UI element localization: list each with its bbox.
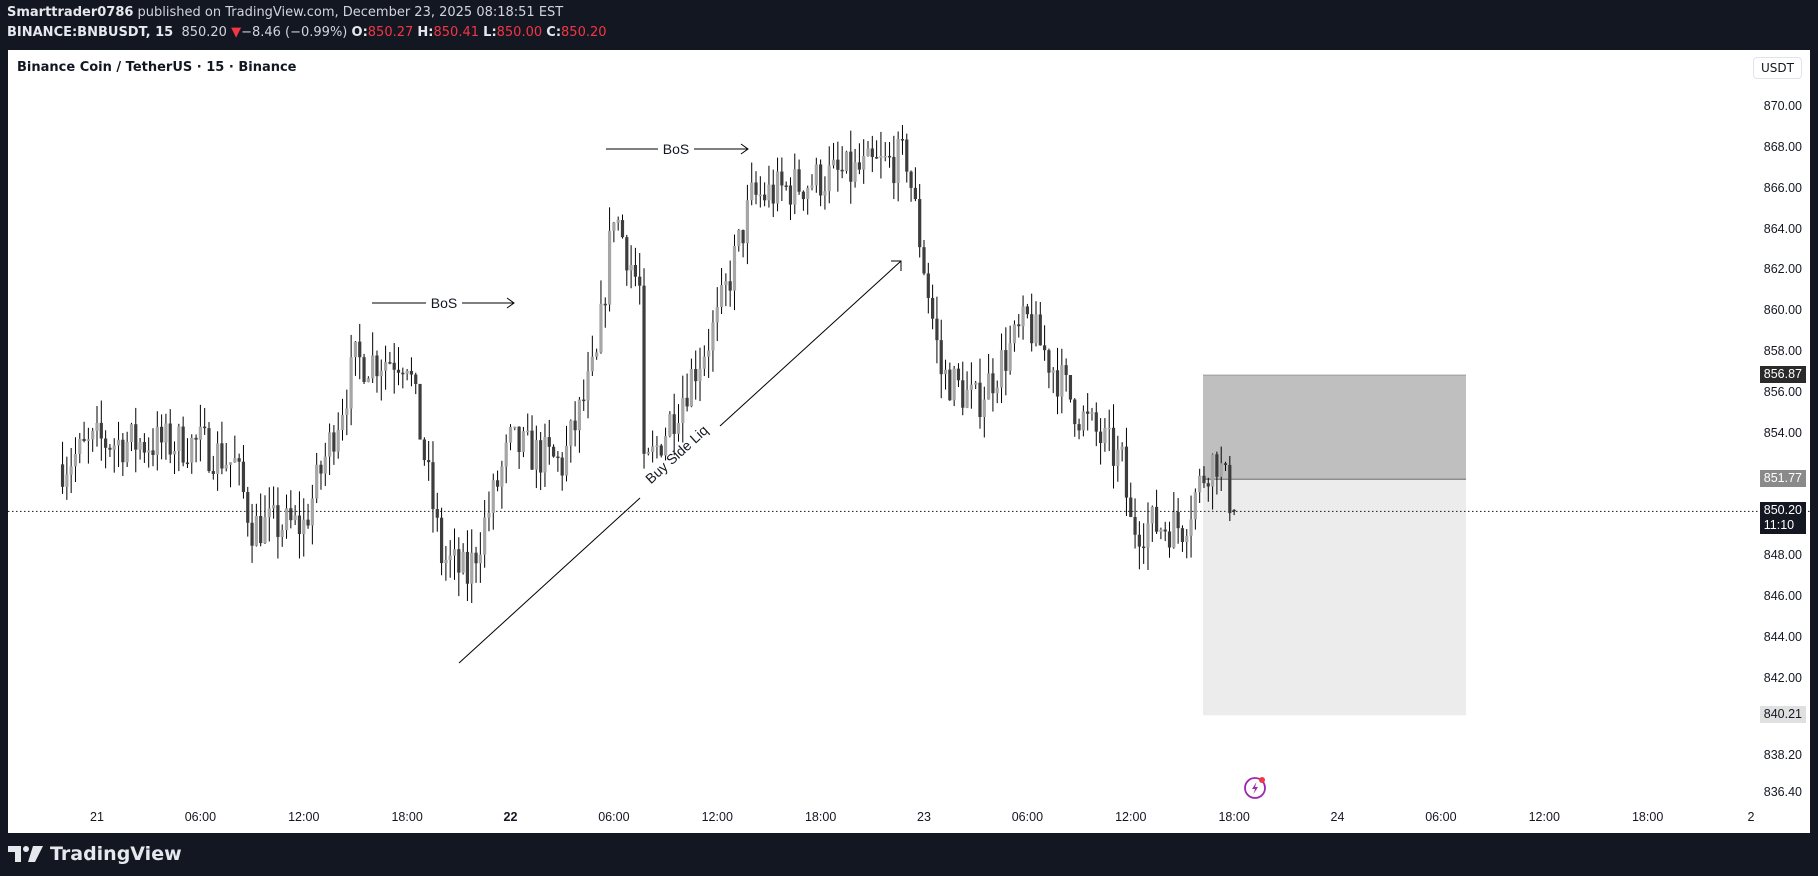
price-tick: 856.00 [1763,384,1802,399]
time-tick: 18:00 [804,810,837,824]
down-arrow-icon: ▼ [231,25,242,40]
open-value: 850.27 [367,25,414,40]
time-tick: 06:00 [598,810,630,824]
time-tick: 2 [1747,810,1755,824]
price-tick: 848.00 [1763,548,1802,563]
author-name: Smarttrader0786 [7,5,134,20]
price-label-light: 840.21 [1759,706,1806,724]
last-price: 850.20 [181,25,227,40]
svg-text:BoS: BoS [431,295,457,311]
time-tick: 23 [917,810,931,824]
time-tick: 12:00 [1115,810,1147,824]
chart-panel[interactable]: BoS BoS Buy Side Liq Binance Coin / Tether… [8,50,1810,833]
tradingview-logo[interactable]: TradingView [8,843,182,865]
target-zone [1203,479,1466,716]
low-value: 850.00 [496,25,543,40]
candles [60,125,1236,604]
symbol-info: BINANCE:BNBUSDT, 15 850.20 ▼−8.46 (−0.99… [7,25,607,40]
tradingview-logo-icon [8,846,43,862]
price-label-current: 850.20 11:10 [1759,502,1806,535]
price-tick: 858.00 [1763,344,1802,359]
price-tick: 868.00 [1763,139,1802,154]
price-change: −8.46 (−0.99%) [241,25,348,40]
high-label: H: [417,25,434,40]
time-tick: 21 [90,810,104,824]
time-tick: 24 [1330,810,1345,824]
price-label-dark: 856.87 [1759,366,1806,384]
price-tick: 846.00 [1763,589,1802,604]
time-tick: 06:00 [1425,810,1457,824]
price-tick: 854.00 [1763,425,1802,440]
close-label: C: [546,25,562,40]
price-tick: 844.00 [1763,629,1802,644]
time-tick: 18:00 [1218,810,1250,824]
price-tick: 842.00 [1763,670,1802,685]
published-text: published on TradingView.com, December 2… [133,5,564,20]
time-tick: 12:00 [288,810,320,824]
svg-text:BoS: BoS [663,141,689,157]
price-tick: 838.20 [1763,748,1802,763]
symbol: BINANCE:BNBUSDT, 15 [7,25,174,40]
chart-title: Binance Coin / TetherUS · 15 · Binance [17,60,297,75]
brand-name: TradingView [50,843,182,865]
time-tick: 18:00 [391,810,423,824]
open-label: O: [351,25,368,40]
time-tick: 12:00 [1528,810,1560,824]
price-tick: 860.00 [1763,303,1802,318]
stop-zone [1203,375,1466,480]
price-tick: 866.00 [1763,180,1802,195]
price-label-gray: 851.77 [1759,470,1806,488]
time-tick: 06:00 [1011,810,1044,824]
time-tick: 22 [503,810,518,824]
price-tick: 870.00 [1763,99,1802,113]
lightning-event-icon[interactable] [1242,774,1268,800]
time-tick: 06:00 [184,810,217,824]
low-label: L: [483,25,497,40]
close-value: 850.20 [561,25,607,40]
price-tick: 864.00 [1763,221,1802,236]
time-tick: 12:00 [701,810,733,824]
price-tick: 836.40 [1763,785,1802,800]
currency-button[interactable]: USDT [1753,57,1802,79]
time-tick: 18:00 [1631,810,1664,824]
publish-info: Smarttrader0786 published on TradingView… [7,5,563,20]
price-tick: 862.00 [1763,262,1802,277]
high-value: 850.41 [433,25,480,40]
